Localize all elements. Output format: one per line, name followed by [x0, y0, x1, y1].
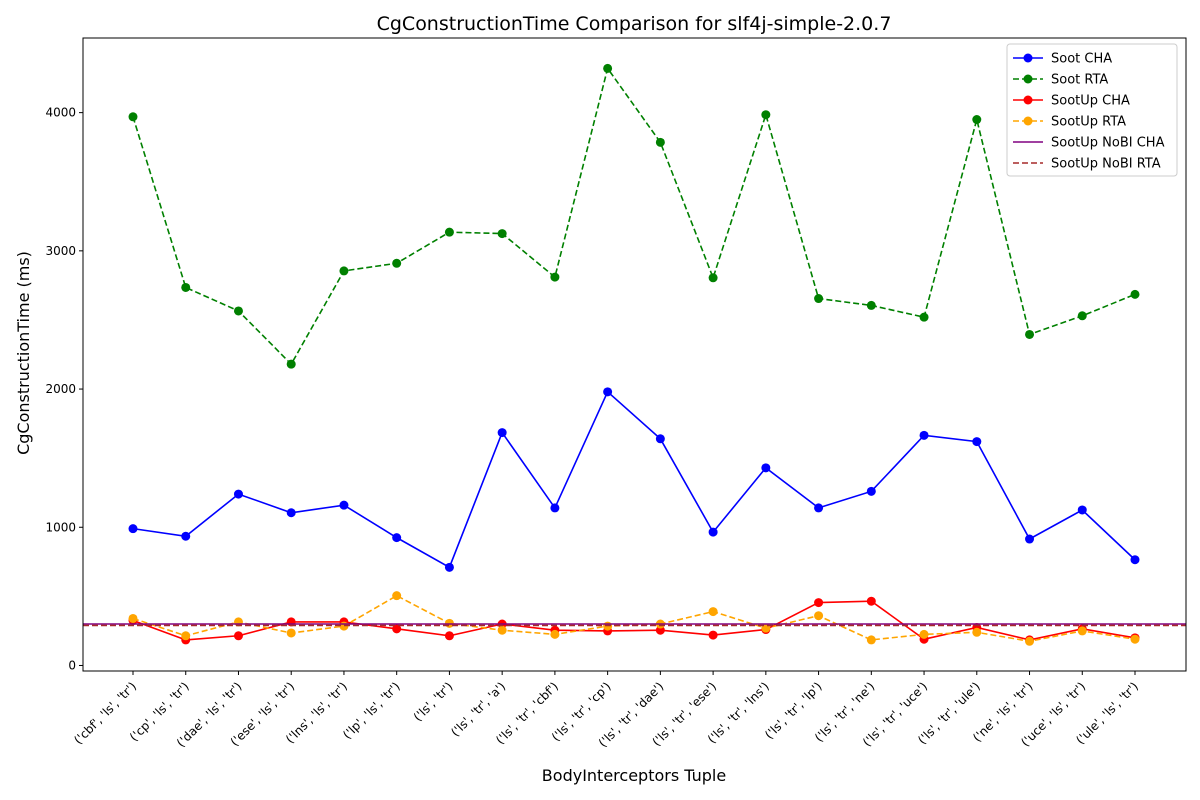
axes-frame — [82, 37, 1187, 672]
data-point-soot-cha-5 — [392, 533, 402, 543]
legend-label-sootup-nobi-rta: SootUp NoBI RTA — [1051, 157, 1161, 172]
data-point-soot-cha-2 — [233, 489, 243, 499]
data-point-soot-rta-16 — [972, 115, 982, 125]
data-point-sootup-rta-15 — [919, 629, 929, 639]
data-point-soot-cha-18 — [1077, 505, 1087, 515]
data-point-soot-cha-17 — [1025, 534, 1035, 544]
data-point-soot-cha-14 — [866, 486, 876, 496]
data-point-sootup-cha-6 — [444, 631, 454, 641]
data-point-soot-cha-7 — [497, 428, 507, 438]
data-point-sootup-rta-11 — [708, 607, 718, 617]
y-axis-title: CgConstructionTime (ms) — [14, 251, 33, 455]
data-point-soot-cha-1 — [181, 531, 191, 541]
data-point-soot-cha-6 — [444, 562, 454, 572]
data-point-soot-cha-3 — [286, 508, 296, 518]
data-point-soot-cha-16 — [972, 437, 982, 447]
data-point-soot-rta-1 — [181, 282, 191, 292]
data-point-soot-rta-17 — [1025, 329, 1035, 339]
data-point-sootup-rta-1 — [181, 631, 191, 641]
data-point-sootup-rta-19 — [1130, 634, 1140, 644]
series-line-soot-cha — [132, 390, 1136, 569]
legend-marker-soot-rta — [1023, 74, 1033, 84]
legend-label-sootup-cha: SootUp CHA — [1051, 94, 1130, 109]
series-line-soot-rta — [132, 66, 1136, 366]
data-point-sootup-rta-18 — [1077, 626, 1087, 636]
legend-label-sootup-rta: SootUp RTA — [1051, 115, 1126, 130]
series-soot-rta — [128, 63, 1140, 369]
data-point-soot-rta-4 — [339, 266, 349, 276]
y-tick-label-1000: 1000 — [45, 520, 76, 534]
y-tick-label-3000: 3000 — [45, 244, 76, 258]
data-point-soot-rta-6 — [444, 227, 454, 237]
legend-box — [1006, 43, 1178, 177]
chart-title: CgConstructionTime Comparison for slf4j-… — [377, 13, 892, 35]
data-point-soot-rta-11 — [708, 273, 718, 283]
data-point-sootup-rta-0 — [128, 613, 138, 623]
legend: Soot CHA Soot RTA SootUp CHA SootUp RTA Soot… — [1006, 43, 1178, 177]
data-point-soot-rta-2 — [233, 306, 243, 316]
data-point-soot-rta-19 — [1130, 289, 1140, 299]
data-point-sootup-cha-10 — [655, 625, 665, 635]
data-point-sootup-rta-14 — [866, 635, 876, 645]
plot-area — [83, 63, 1186, 646]
data-point-sootup-rta-7 — [497, 625, 507, 635]
data-point-soot-cha-10 — [655, 434, 665, 444]
data-point-sootup-cha-11 — [708, 630, 718, 640]
data-point-soot-cha-12 — [761, 463, 771, 473]
data-point-sootup-cha-2 — [233, 631, 243, 641]
data-point-sootup-rta-16 — [972, 627, 982, 637]
data-point-soot-cha-0 — [128, 524, 138, 534]
data-point-soot-rta-12 — [761, 110, 771, 120]
data-point-soot-rta-7 — [497, 229, 507, 239]
legend-marker-soot-cha — [1023, 53, 1033, 63]
data-point-soot-cha-11 — [708, 527, 718, 537]
legend-label-soot-rta: Soot RTA — [1051, 73, 1108, 88]
data-point-soot-cha-19 — [1130, 555, 1140, 565]
data-point-sootup-cha-14 — [866, 596, 876, 606]
data-point-soot-rta-10 — [655, 137, 665, 147]
data-point-soot-rta-15 — [919, 312, 929, 322]
data-point-soot-rta-8 — [550, 272, 560, 282]
data-point-sootup-rta-3 — [286, 628, 296, 638]
data-point-sootup-cha-13 — [814, 598, 824, 608]
data-point-sootup-rta-5 — [392, 591, 402, 601]
data-point-soot-rta-9 — [603, 63, 613, 73]
data-point-soot-rta-3 — [286, 359, 296, 369]
legend-label-sootup-nobi-cha: SootUp NoBI CHA — [1051, 136, 1165, 151]
data-point-soot-rta-5 — [392, 258, 402, 268]
legend-label-soot-cha: Soot CHA — [1051, 52, 1112, 67]
data-point-sootup-rta-17 — [1025, 636, 1035, 646]
data-point-soot-rta-13 — [814, 294, 824, 304]
y-tick-label-4000: 4000 — [45, 106, 76, 120]
series-soot-cha — [128, 387, 1140, 572]
y-tick-label-0: 0 — [68, 658, 76, 672]
x-axis-title: BodyInterceptors Tuple — [542, 766, 726, 785]
data-point-sootup-rta-8 — [550, 629, 560, 639]
data-point-soot-rta-14 — [866, 300, 876, 310]
legend-marker-sootup-cha — [1023, 95, 1033, 105]
data-point-soot-rta-0 — [128, 112, 138, 122]
legend-marker-sootup-rta — [1023, 116, 1033, 126]
series-line-sootup-cha — [132, 600, 1136, 641]
data-point-soot-cha-4 — [339, 500, 349, 510]
data-point-soot-cha-15 — [919, 430, 929, 440]
data-point-sootup-cha-5 — [392, 624, 402, 634]
data-point-sootup-rta-13 — [814, 611, 824, 621]
data-point-soot-cha-13 — [814, 503, 824, 513]
y-tick-label-2000: 2000 — [45, 382, 76, 396]
data-point-soot-cha-8 — [550, 503, 560, 513]
data-point-soot-rta-18 — [1077, 311, 1087, 321]
data-point-soot-cha-9 — [603, 387, 613, 397]
